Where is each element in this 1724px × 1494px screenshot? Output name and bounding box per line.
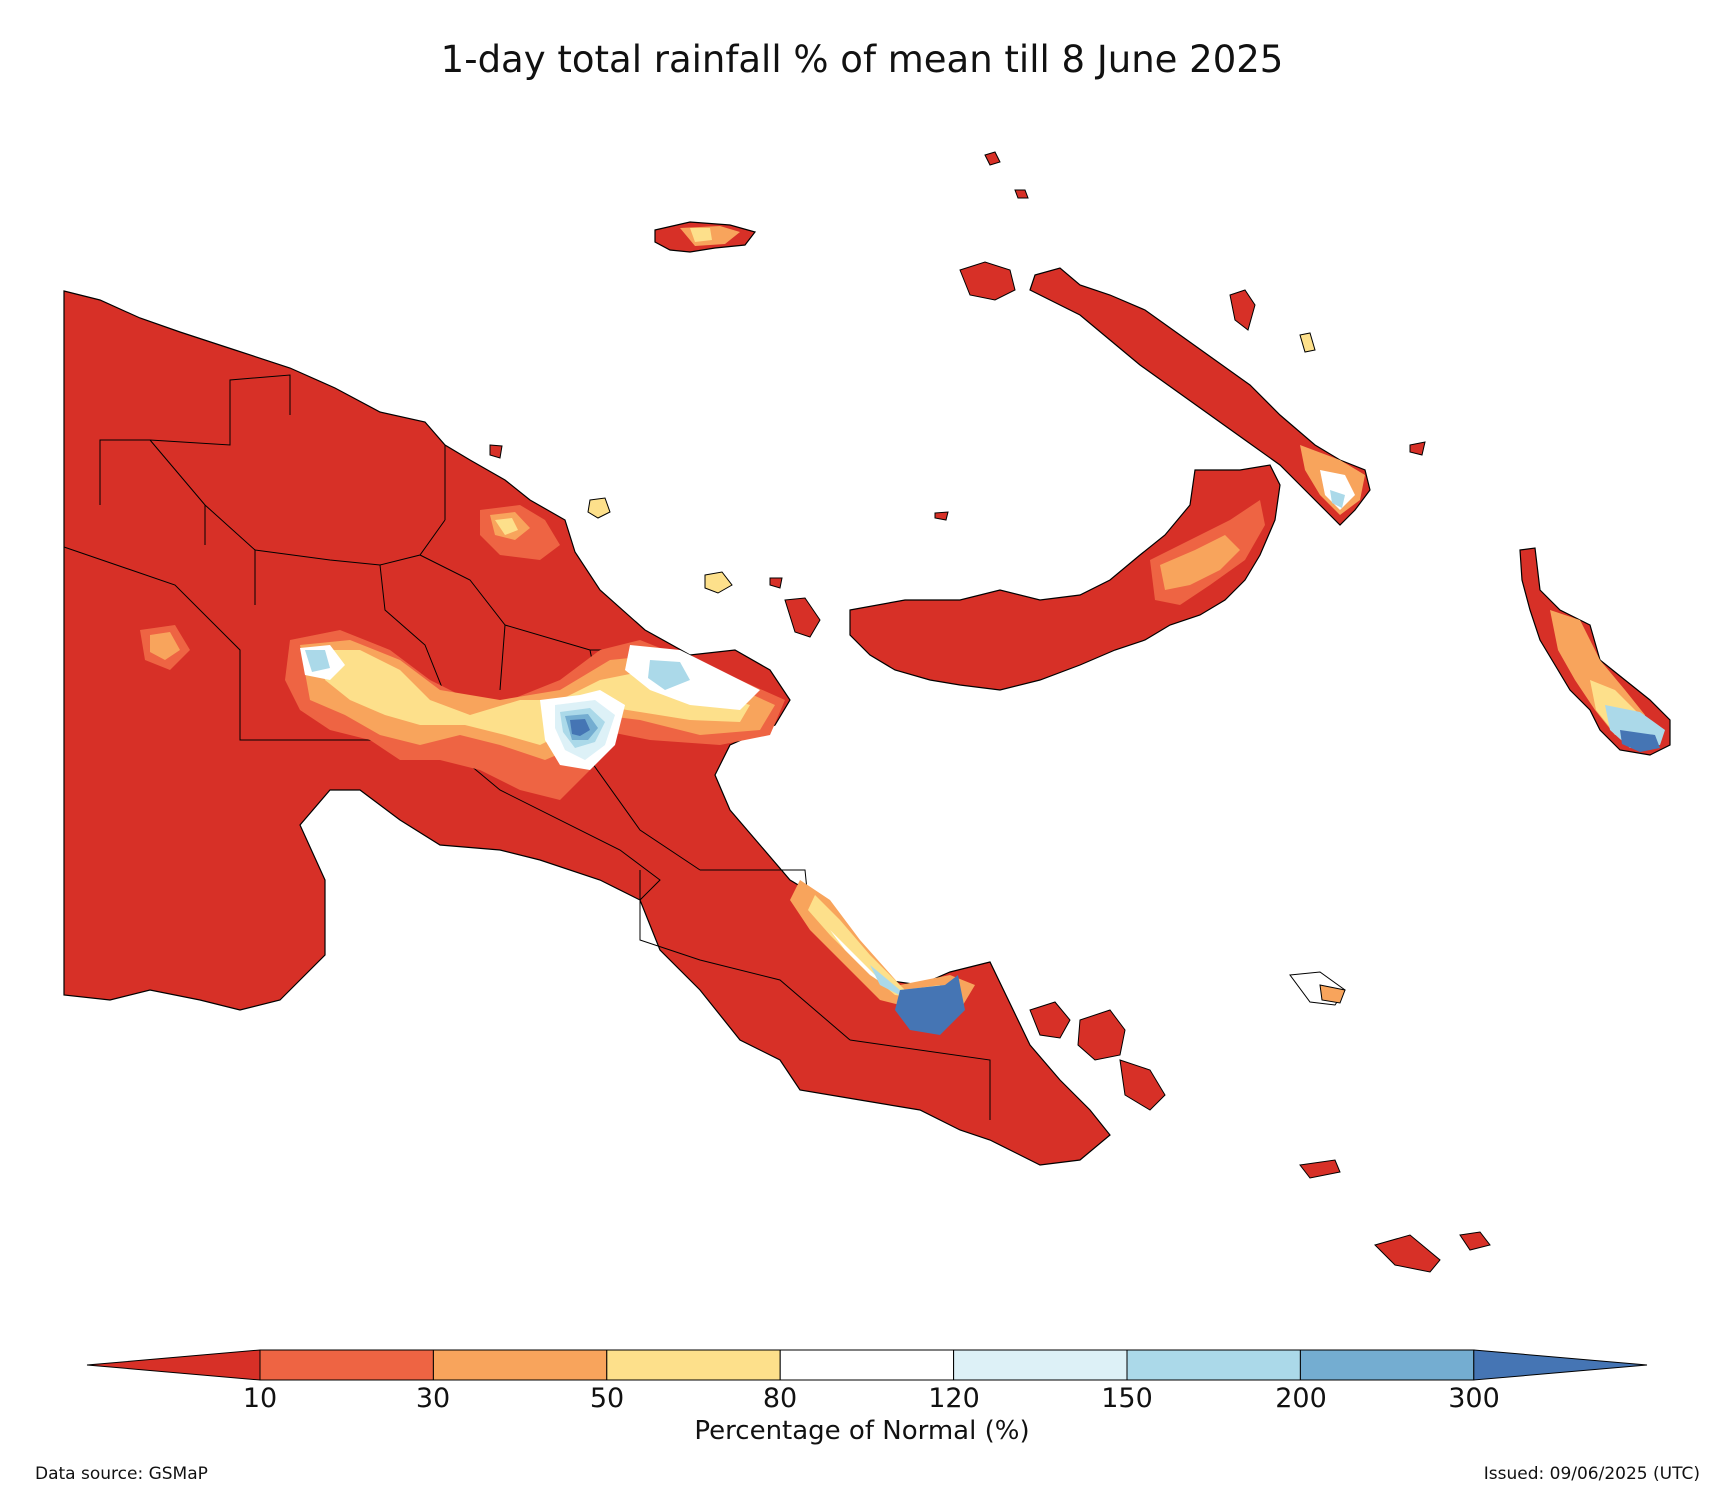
contour-300-plus bbox=[570, 719, 590, 736]
colorbar-tick-300: 300 bbox=[1448, 1383, 1500, 1414]
small-islands bbox=[489, 151, 1491, 1273]
contour-se-50 bbox=[790, 880, 975, 1010]
data-source: Data source: GSMaP bbox=[35, 1464, 208, 1484]
colorbar-segment bbox=[259, 1349, 434, 1381]
contour-high-c bbox=[305, 650, 330, 672]
manus-island bbox=[654, 221, 757, 253]
contour-north-80 bbox=[495, 518, 518, 535]
colorbar-tick-30: 30 bbox=[415, 1383, 451, 1414]
map-title: 1-day total rainfall % of mean till 8 Ju… bbox=[440, 38, 1284, 81]
colorbar-extend-high bbox=[1473, 1349, 1648, 1381]
colorbar-segment bbox=[1299, 1349, 1475, 1381]
colorbar-tick-80: 80 bbox=[762, 1383, 798, 1414]
contour-se-300 bbox=[895, 975, 965, 1035]
light-islands bbox=[587, 332, 1346, 1006]
contour-se-80 bbox=[808, 895, 940, 1000]
rainfall-contours bbox=[140, 505, 975, 1035]
colorbar-segment bbox=[779, 1349, 955, 1381]
new-britain bbox=[849, 464, 1281, 691]
colorbar-tick-150: 150 bbox=[1101, 1383, 1153, 1414]
colorbar-segment bbox=[432, 1349, 608, 1381]
contour-west-50 bbox=[150, 632, 180, 660]
colorbar-extend-low bbox=[86, 1349, 261, 1381]
colorbar-tick-10: 10 bbox=[242, 1383, 278, 1414]
colorbar-tick-120: 120 bbox=[928, 1383, 980, 1414]
colorbar-segment bbox=[953, 1349, 1128, 1381]
colorbar-tick-200: 200 bbox=[1275, 1383, 1327, 1414]
issued-date: Issued: 09/06/2025 (UTC) bbox=[1483, 1464, 1700, 1484]
colorbar-tick-50: 50 bbox=[589, 1383, 625, 1414]
bougainville bbox=[1519, 547, 1671, 756]
new-ireland bbox=[1029, 267, 1371, 526]
rainfall-map bbox=[63, 151, 1671, 1273]
contour-150-200-b bbox=[648, 660, 690, 690]
colorbar-label: Percentage of Normal (%) bbox=[694, 1416, 1030, 1446]
colorbar-segment bbox=[606, 1349, 781, 1381]
colorbar-segment bbox=[1126, 1349, 1301, 1381]
colorbar bbox=[86, 1349, 1648, 1381]
